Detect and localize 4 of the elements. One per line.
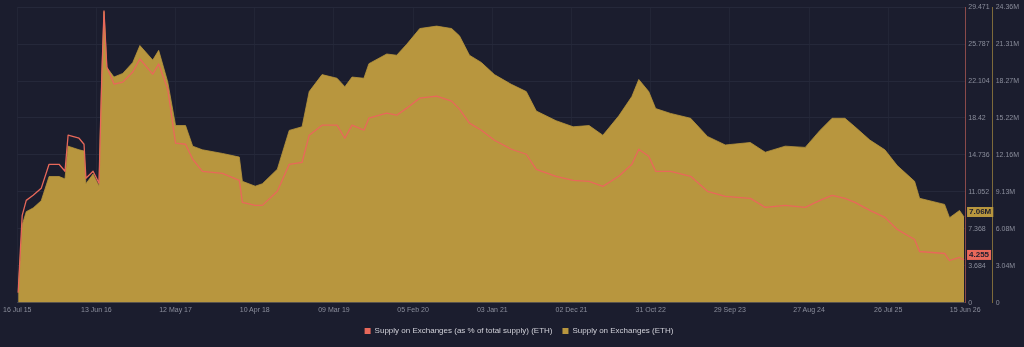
legend-label: Supply on Exchanges (as % of total supply) (ETH) bbox=[374, 326, 553, 336]
data-label: 4.255 bbox=[969, 250, 990, 260]
legend-label: Supply on Exchanges (ETH) bbox=[572, 326, 674, 336]
data-label: 7.06M bbox=[969, 207, 992, 217]
